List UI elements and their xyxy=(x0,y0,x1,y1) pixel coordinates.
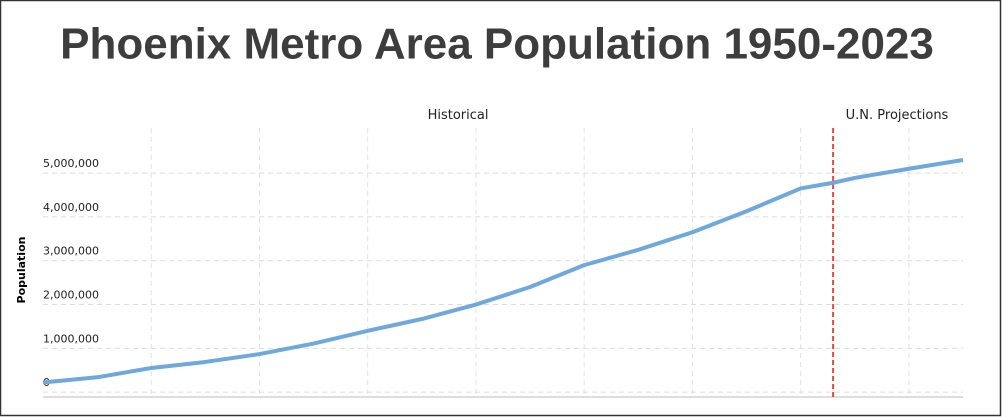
annotation: Historical xyxy=(428,108,489,123)
chart-title: Phoenix Metro Area Population 1950-2023 xyxy=(60,20,934,69)
y-tick-label: 1,000,000 xyxy=(43,332,99,345)
y-tick-label: 2,000,000 xyxy=(43,289,99,302)
y-axis-label: Population xyxy=(15,237,28,304)
annotation: U.N. Projections xyxy=(846,108,949,123)
data-line xyxy=(42,158,964,385)
y-tick-label: 4,000,000 xyxy=(43,201,99,214)
y-tick-label: 5,000,000 xyxy=(43,157,99,170)
y-tick-label: 3,000,000 xyxy=(43,245,99,258)
